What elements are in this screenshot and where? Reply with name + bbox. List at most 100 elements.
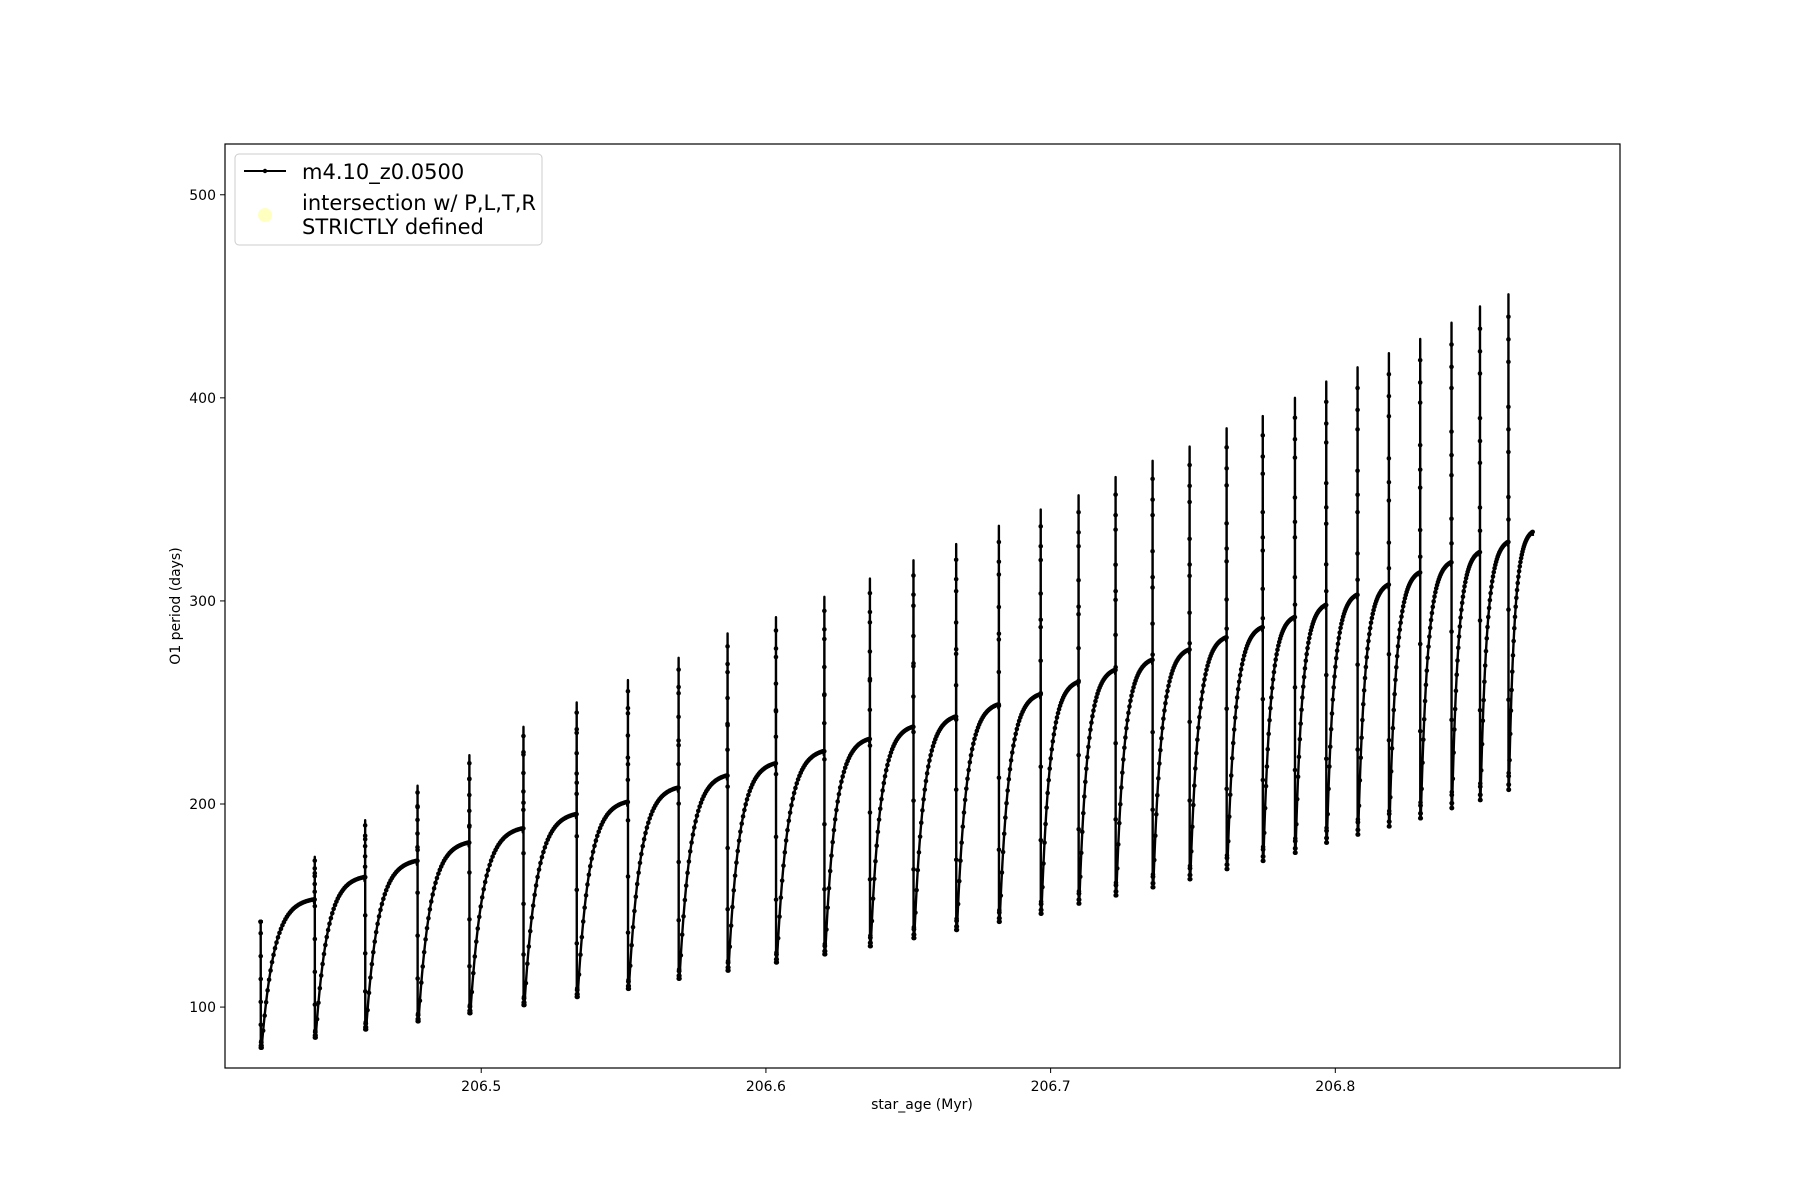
data-point: [593, 838, 599, 843]
data-point: [840, 774, 845, 779]
data-point: [953, 717, 959, 722]
data-point: [363, 1021, 369, 1026]
data-point: [1302, 666, 1308, 671]
data-point: [913, 910, 918, 915]
data-point: [1150, 874, 1156, 880]
data-point: [1038, 690, 1044, 696]
data-point: [911, 729, 916, 735]
data-point: [1506, 539, 1511, 545]
data-point: [1417, 442, 1423, 448]
data-point: [1355, 747, 1360, 752]
data-point: [1040, 884, 1045, 890]
data-point: [1227, 792, 1233, 798]
data-point: [1451, 750, 1456, 755]
data-point: [1008, 758, 1014, 763]
data-point: [1076, 604, 1081, 609]
data-point: [259, 1045, 264, 1050]
legend-entry-series: m4.10_z0.0500: [302, 160, 464, 185]
data-point: [1355, 662, 1360, 667]
data-point: [953, 682, 959, 688]
data-point: [643, 830, 648, 836]
data-point: [1329, 711, 1335, 716]
data-point: [1274, 652, 1279, 657]
data-point: [1055, 710, 1061, 716]
data-point: [323, 942, 328, 948]
data-point: [1460, 594, 1466, 599]
data-point: [822, 636, 827, 642]
data-point: [1076, 678, 1081, 684]
data-point: [969, 746, 975, 752]
data-point: [1366, 638, 1371, 644]
data-point: [682, 897, 688, 903]
y-axis-label: O1 period (days): [168, 547, 184, 664]
data-point: [1449, 541, 1454, 546]
data-point: [1038, 837, 1044, 843]
data-point: [1418, 803, 1423, 808]
data-point: [822, 720, 827, 726]
data-point: [687, 849, 693, 854]
data-point: [1150, 574, 1155, 580]
data-point: [416, 1018, 421, 1024]
data-point: [363, 1027, 369, 1032]
data-point: [1489, 584, 1494, 590]
data-point: [372, 939, 378, 944]
data-point: [725, 644, 730, 649]
data-point: [822, 627, 827, 632]
data-point: [1201, 683, 1206, 688]
data-point: [1150, 729, 1155, 735]
data-point: [1292, 602, 1298, 607]
data-point: [736, 838, 742, 844]
data-point: [1270, 677, 1276, 682]
data-point: [689, 840, 694, 845]
data-point: [312, 903, 318, 909]
data-point: [539, 854, 545, 860]
data-point: [773, 628, 779, 633]
data-point: [1324, 756, 1329, 762]
data-point: [676, 667, 681, 672]
data-point: [1157, 761, 1162, 766]
data-point: [466, 840, 472, 845]
data-point: [1224, 635, 1229, 640]
data-point: [830, 839, 835, 845]
data-point: [625, 688, 631, 694]
data-point: [871, 876, 877, 882]
data-point: [877, 806, 883, 812]
data-point: [725, 906, 730, 912]
data-point: [586, 872, 592, 878]
data-point: [1299, 707, 1304, 713]
data-point: [1512, 614, 1518, 620]
data-point: [967, 759, 973, 765]
data-point: [1513, 604, 1518, 610]
data-point: [1118, 801, 1123, 807]
data-point: [1514, 595, 1519, 601]
data-point: [867, 877, 873, 882]
data-point: [366, 990, 372, 996]
data-point: [827, 868, 833, 874]
data-point: [625, 777, 631, 783]
data-point: [742, 807, 747, 813]
data-point: [1076, 645, 1081, 651]
data-point: [1477, 618, 1483, 623]
data-point: [1039, 911, 1044, 916]
data-point: [1324, 835, 1330, 841]
data-point: [362, 913, 368, 918]
data-point: [1038, 624, 1043, 630]
data-point: [580, 919, 586, 924]
data-point: [1236, 679, 1242, 685]
data-point: [1389, 746, 1395, 751]
data-point: [538, 860, 543, 866]
data-point: [312, 1002, 318, 1007]
data-point: [417, 998, 423, 1004]
data-point: [478, 904, 484, 909]
data-point: [793, 785, 798, 791]
data-point: [1049, 747, 1055, 752]
data-point: [1271, 669, 1277, 675]
data-point: [522, 1002, 527, 1008]
data-point: [1477, 505, 1483, 510]
data-point: [331, 906, 336, 912]
data-point: [1452, 706, 1458, 712]
data-point: [1515, 580, 1521, 586]
data-point: [1268, 695, 1274, 700]
data-point: [996, 559, 1002, 565]
